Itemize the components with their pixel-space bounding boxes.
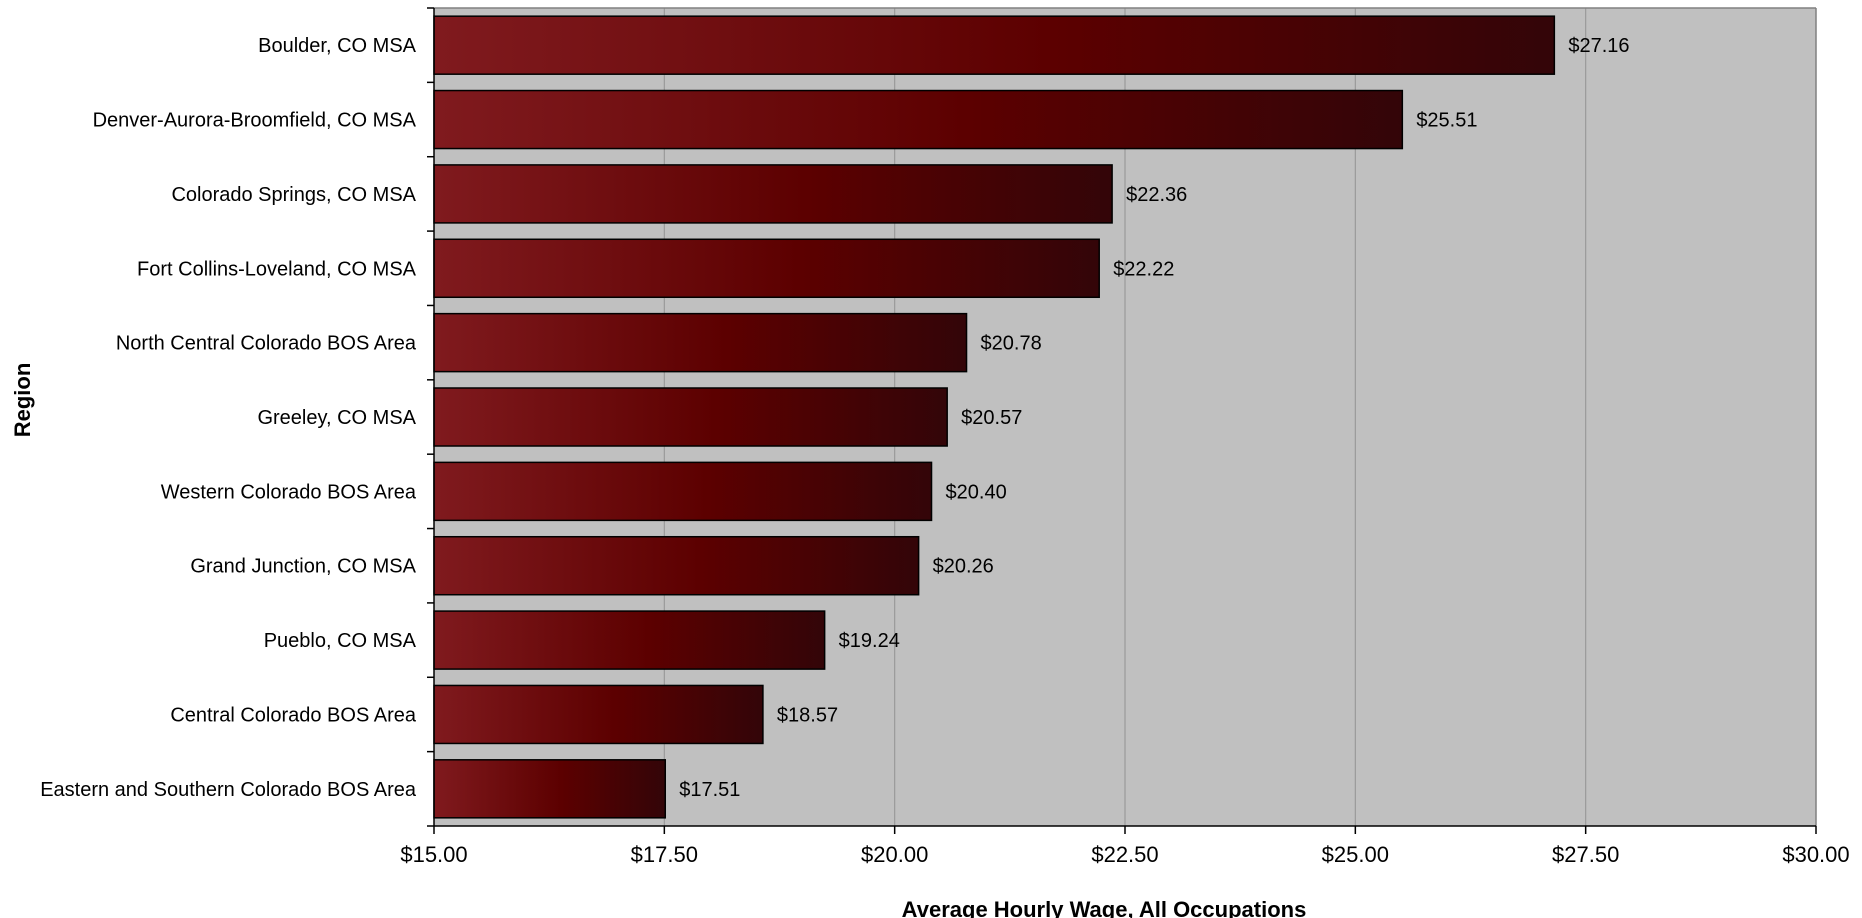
- category-label: Central Colorado BOS Area: [170, 704, 417, 726]
- x-tick-label: $25.00: [1322, 842, 1389, 867]
- data-label: $17.51: [679, 779, 740, 801]
- category-label: Eastern and Southern Colorado BOS Area: [40, 779, 417, 801]
- category-label: Greeley, CO MSA: [257, 407, 416, 429]
- x-tick-label: $27.50: [1552, 842, 1619, 867]
- category-label: Western Colorado BOS Area: [161, 481, 417, 503]
- data-label: $18.57: [777, 704, 838, 726]
- bar: [433, 89, 1404, 150]
- data-label: $20.78: [981, 333, 1042, 355]
- data-label: $22.22: [1113, 258, 1174, 280]
- category-label: Colorado Springs, CO MSA: [171, 184, 416, 206]
- data-label: $19.24: [839, 630, 900, 652]
- bar: [433, 684, 764, 745]
- category-ticks: [427, 7, 434, 827]
- bar: [433, 238, 1100, 299]
- data-label: $20.57: [961, 407, 1022, 429]
- bar: [433, 610, 826, 670]
- data-label: $20.40: [946, 481, 1007, 503]
- x-tick-label: $17.50: [631, 842, 698, 867]
- data-label: $22.36: [1126, 184, 1187, 206]
- bar: [433, 535, 920, 596]
- x-tick-label: $30.00: [1782, 842, 1849, 867]
- category-label: Grand Junction, CO MSA: [190, 556, 416, 578]
- category-label: Boulder, CO MSA: [258, 35, 417, 57]
- data-label: $27.16: [1568, 35, 1629, 57]
- data-label: $20.26: [933, 556, 994, 578]
- bar: [433, 759, 667, 819]
- bar: [433, 15, 1556, 75]
- x-tick-label: $22.50: [1091, 842, 1158, 867]
- bar: [433, 164, 1113, 224]
- x-axis-ticks: $15.00 $17.50 $20.00 $22.50 $25.00 $27.50 $30.…: [400, 826, 1850, 867]
- bars: [433, 15, 1556, 819]
- data-labels: $27.16 $25.51 $22.36 $22.22 $20.78 $20.57 $20.…: [679, 35, 1629, 801]
- x-axis-title: Average Hourly Wage, All Occupations: [902, 897, 1307, 918]
- category-label: Fort Collins-Loveland, CO MSA: [137, 258, 417, 280]
- bar: [433, 461, 933, 522]
- x-tick-label: $15.00: [400, 842, 467, 867]
- bar: [433, 312, 968, 373]
- bar: [433, 387, 948, 447]
- x-tick-label: $20.00: [861, 842, 928, 867]
- y-axis-title: Region: [10, 363, 35, 438]
- data-label: $25.51: [1416, 110, 1477, 132]
- category-labels: Boulder, CO MSA Denver-Aurora-Broomfield,…: [40, 35, 417, 801]
- category-label: Pueblo, CO MSA: [264, 630, 417, 652]
- category-label: Denver-Aurora-Broomfield, CO MSA: [93, 110, 417, 132]
- category-label: North Central Colorado BOS Area: [116, 333, 417, 355]
